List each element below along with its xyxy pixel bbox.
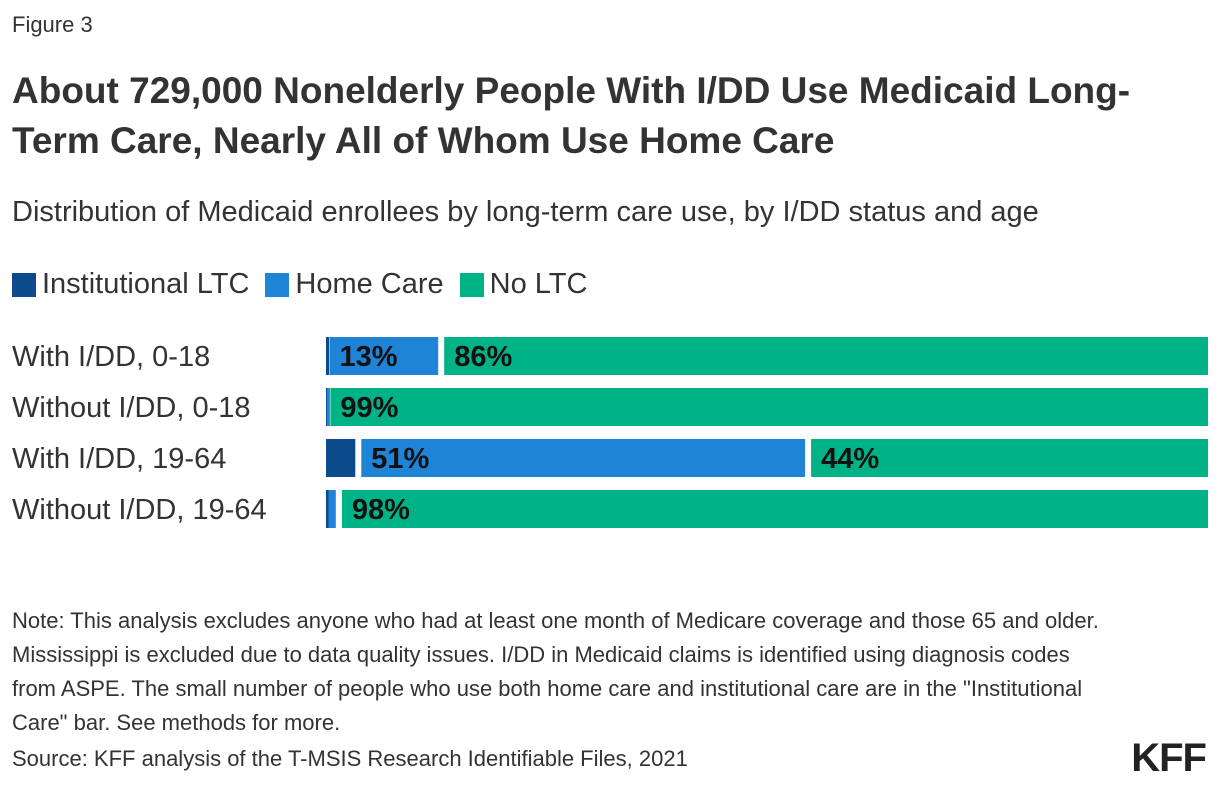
bar-no-ltc-without-i-dd-19-64 xyxy=(341,490,1208,528)
chart-note: Note: This analysis excludes anyone who … xyxy=(12,608,1099,735)
legend-swatch-institutional xyxy=(12,272,36,297)
chart-subtitle: Distribution of Medicaid enrollees by lo… xyxy=(12,196,1039,228)
bar-no-ltc-with-i-dd-19-64 xyxy=(811,439,1208,477)
kff-logo: KFF xyxy=(1131,736,1207,780)
chart-source: Source: KFF analysis of the T-MSIS Resea… xyxy=(12,746,688,771)
bar-no-ltc-with-i-dd-0-18 xyxy=(444,337,1208,375)
bar-home-care-with-i-dd-0-18 xyxy=(329,337,439,375)
bar-no-ltc-without-i-dd-0-18 xyxy=(330,388,1208,426)
bar-home-care-with-i-dd-19-64 xyxy=(361,439,806,477)
category-label-without-i-dd-0-18: Without I/DD, 0-18 xyxy=(12,392,251,424)
bar-home-care-without-i-dd-0-18 xyxy=(326,388,330,426)
data-label-no-ltc-with-i-dd-0-18: 86% xyxy=(454,341,512,373)
bar-institutional-ltc-with-i-dd-0-18 xyxy=(326,337,329,375)
data-label-no-ltc-without-i-dd-0-18: 99% xyxy=(340,392,398,424)
category-label-with-i-dd-19-64: With I/DD, 19-64 xyxy=(12,443,226,475)
bar-institutional-ltc-with-i-dd-19-64 xyxy=(326,439,356,477)
legend: Institutional LTC Home Care No LTC xyxy=(12,268,603,301)
data-label-no-ltc-with-i-dd-19-64: 44% xyxy=(821,443,879,475)
legend-item-no-ltc: No LTC xyxy=(459,268,588,301)
data-label-home-care-with-i-dd-19-64: 51% xyxy=(371,443,429,475)
legend-label-home-care: Home Care xyxy=(295,268,444,300)
legend-label-no-ltc: No LTC xyxy=(489,268,588,300)
legend-swatch-home-care xyxy=(265,272,290,297)
legend-item-institutional: Institutional LTC xyxy=(12,268,249,301)
figure-label: Figure 3 xyxy=(12,12,93,37)
legend-item-home-care: Home Care xyxy=(265,268,444,301)
category-label-with-i-dd-0-18: With I/DD, 0-18 xyxy=(12,341,210,373)
bar-institutional-ltc-without-i-dd-19-64 xyxy=(326,490,329,528)
category-label-without-i-dd-19-64: Without I/DD, 19-64 xyxy=(12,494,267,526)
data-label-no-ltc-without-i-dd-19-64: 98% xyxy=(352,494,410,526)
data-label-home-care-with-i-dd-0-18: 13% xyxy=(340,341,398,373)
bar-home-care-without-i-dd-19-64 xyxy=(328,490,336,528)
stacked-bar-chart: With I/DD, 0-18 13% 86% Without I/DD, 0-18 9… xyxy=(12,337,1208,528)
legend-label-institutional: Institutional LTC xyxy=(42,268,250,300)
chart-title: About 729,000 Nonelderly People With I/D… xyxy=(12,70,1131,161)
legend-swatch-no-ltc xyxy=(459,272,484,297)
